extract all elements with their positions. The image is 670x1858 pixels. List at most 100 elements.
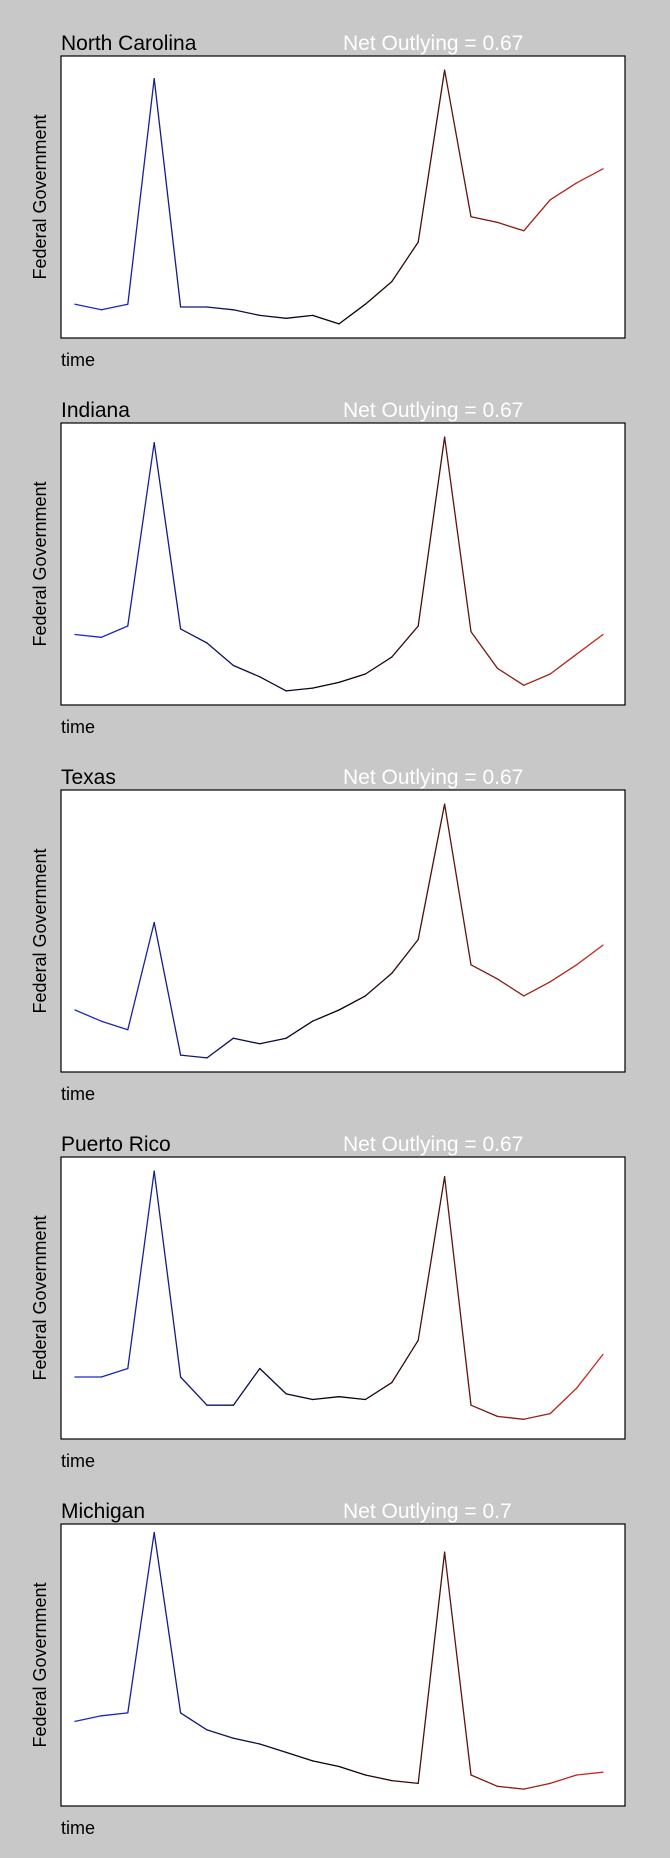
x-axis-label-0: time [61, 350, 95, 370]
series-segment-4-9 [311, 1760, 340, 1768]
series-segment-2-12 [391, 938, 419, 974]
net-outlying-label-4: Net Outlying = 0.7 [343, 1500, 512, 1523]
series-segment-0-19 [575, 168, 604, 184]
series-segment-4-17 [523, 1782, 551, 1790]
series-segment-4-8 [285, 1751, 314, 1762]
series-segment-1-9 [311, 681, 340, 689]
series-segment-0-15 [470, 216, 499, 224]
series-segment-0-12 [391, 241, 419, 283]
chart-title-2: Texas [61, 766, 116, 789]
series-segment-0-16 [496, 221, 525, 232]
series-segment-1-17 [523, 673, 551, 686]
y-axis-label-3: Federal Government [30, 1215, 50, 1380]
series-segment-1-1 [100, 625, 129, 638]
series-segment-1-12 [391, 625, 419, 658]
series-segment-3-6 [232, 1367, 261, 1406]
series-segment-3-19 [575, 1353, 604, 1389]
series-segment-4-3 [153, 1531, 182, 1714]
series-segment-4-6 [232, 1737, 261, 1745]
series-segment-0-3 [153, 77, 182, 308]
chart-title-4: Michigan [61, 1500, 145, 1523]
series-segment-3-10 [338, 1396, 367, 1401]
series-segment-4-16 [496, 1785, 525, 1790]
series-segment-3-2 [127, 1170, 155, 1370]
series-segment-0-1 [100, 303, 129, 311]
series-segment-3-16 [496, 1415, 525, 1420]
x-axis-label-3: time [61, 1451, 95, 1471]
net-outlying-label-1: Net Outlying = 0.67 [343, 399, 523, 422]
series-segment-3-14 [443, 1176, 472, 1406]
series-segment-1-16 [496, 667, 525, 686]
series-segment-3-11 [364, 1381, 393, 1401]
net-outlying-label-0: Net Outlying = 0.67 [343, 32, 523, 55]
plot-area-1 [60, 422, 626, 706]
x-axis-label-2: time [61, 1084, 95, 1104]
series-segment-0-7 [259, 314, 287, 319]
series-segment-0-11 [364, 280, 393, 305]
series-segment-1-10 [338, 673, 367, 684]
series-segment-4-0 [74, 1715, 103, 1723]
series-segment-4-18 [549, 1774, 578, 1785]
series-segment-1-14 [443, 436, 472, 633]
y-axis-label-0: Federal Government [30, 114, 50, 279]
series-segment-1-19 [575, 633, 604, 655]
series-segment-1-3 [153, 442, 182, 630]
series-segment-0-9 [311, 314, 340, 325]
series-segment-1-13 [417, 436, 446, 627]
plot-area-2 [60, 789, 626, 1073]
series-segment-2-1 [100, 1020, 129, 1031]
series-segment-3-4 [179, 1376, 208, 1406]
series-segment-1-7 [259, 676, 287, 692]
series-segment-2-6 [232, 1037, 261, 1045]
plot-area-3 [60, 1156, 626, 1440]
series-segment-0-14 [443, 69, 472, 218]
series-segment-2-14 [443, 803, 472, 966]
series-segment-3-8 [285, 1393, 314, 1401]
series-segment-4-7 [259, 1743, 287, 1754]
series-segment-0-10 [338, 303, 367, 325]
series-segment-0-6 [232, 309, 261, 317]
series-segment-3-1 [100, 1367, 129, 1378]
chart-title-1: Indiana [61, 399, 130, 422]
series-segment-4-19 [575, 1771, 604, 1776]
series-segment-4-10 [338, 1765, 367, 1776]
y-axis-label-2: Federal Government [30, 848, 50, 1013]
series-segment-4-13 [417, 1551, 446, 1785]
chart-title-3: Puerto Rico [61, 1133, 171, 1156]
series-segment-4-1 [100, 1712, 129, 1717]
series-segment-2-8 [285, 1020, 314, 1039]
series-segment-0-5 [206, 306, 235, 311]
series-segment-2-13 [417, 803, 446, 941]
series-segment-4-12 [391, 1779, 419, 1785]
series-segment-3-9 [311, 1396, 340, 1401]
series-segment-0-8 [285, 314, 314, 319]
series-segment-1-11 [364, 656, 393, 675]
series-segment-2-3 [153, 921, 182, 1056]
series-segment-0-17 [523, 199, 551, 232]
series-segment-3-17 [523, 1412, 551, 1420]
series-segment-1-5 [206, 642, 235, 667]
series-segment-4-14 [443, 1551, 472, 1776]
y-axis-label-4: Federal Government [30, 1582, 50, 1747]
series-segment-2-9 [311, 1009, 340, 1022]
net-outlying-label-3: Net Outlying = 0.67 [343, 1133, 523, 1156]
series-segment-4-11 [364, 1774, 393, 1782]
series-segment-0-13 [417, 69, 446, 243]
series-segment-3-7 [259, 1367, 287, 1395]
series-segment-2-7 [259, 1037, 287, 1045]
series-segment-2-0 [74, 1009, 103, 1022]
series-segment-4-15 [470, 1774, 499, 1787]
series-segment-2-5 [206, 1037, 235, 1059]
series-segment-2-18 [549, 964, 578, 983]
series-segment-2-10 [338, 995, 367, 1011]
series-segment-2-11 [364, 972, 393, 997]
series-segment-1-15 [470, 631, 499, 669]
series-segment-1-2 [127, 442, 155, 627]
series-segment-4-5 [206, 1729, 235, 1739]
series-segment-3-3 [153, 1170, 182, 1378]
series-segment-1-8 [285, 687, 314, 692]
y-axis-label-1: Federal Government [30, 481, 50, 646]
series-segment-2-4 [179, 1054, 208, 1059]
series-segment-2-16 [496, 978, 525, 997]
plot-area-4 [60, 1523, 626, 1807]
